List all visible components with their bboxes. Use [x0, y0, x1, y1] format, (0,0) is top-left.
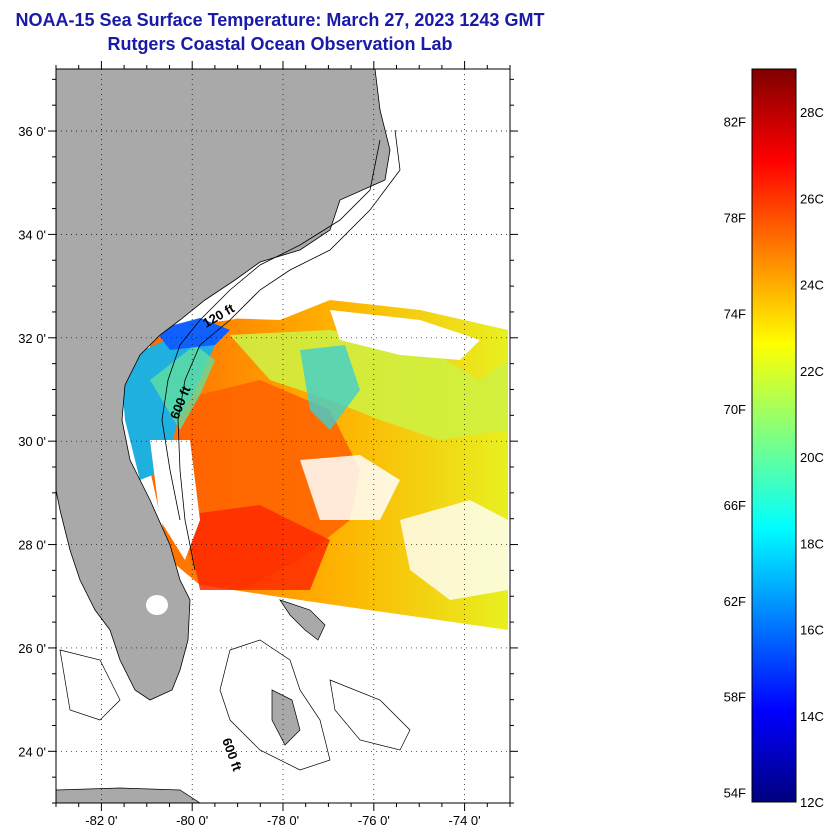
map-subtitle: Rutgers Coastal Ocean Observation Lab: [107, 34, 453, 54]
colorbar: [751, 68, 797, 803]
contour-600ft: [177, 129, 401, 571]
land-cuba: [56, 787, 201, 803]
land-bahamas-abaco: [279, 599, 326, 641]
lake-okeechobee: [146, 595, 168, 615]
map-gridlines: [56, 69, 510, 803]
colorbar-fahrenheit-label: 58F: [724, 690, 746, 705]
lon-tick-label: -78 0': [267, 813, 299, 828]
land-us-coast: [56, 69, 391, 701]
longitude-labels: -82 0' -80 0' -78 0' -76 0' -74 0': [85, 813, 480, 828]
gulf-stream-core: [185, 505, 330, 590]
colorbar-fahrenheit-label: 78F: [724, 211, 746, 226]
lat-tick-label: 30 0': [18, 434, 46, 449]
lon-tick-label: -76 0': [358, 813, 390, 828]
offshore-cool-eddy: [300, 345, 360, 430]
colorbar-fahrenheit-label: 70F: [724, 402, 746, 417]
map-title: NOAA-15 Sea Surface Temperature: March 2…: [15, 10, 545, 30]
cloud-offshore: [330, 310, 480, 360]
colorbar-celsius-label: 14C: [800, 709, 824, 724]
lon-tick-label: -74 0': [449, 813, 481, 828]
colorbar-celsius-label: 24C: [800, 278, 824, 293]
map-ticks: [48, 61, 518, 811]
shelf-green-water: [150, 345, 215, 430]
lat-tick-label: 24 0': [18, 744, 46, 759]
colorbar-celsius-label: 18C: [800, 536, 824, 551]
colorbar-celsius-label: 26C: [800, 191, 824, 206]
colorbar-fahrenheit-label: 54F: [724, 785, 746, 800]
contour-label-600-south: 600 ft: [219, 736, 245, 774]
lat-tick-label: 36 0': [18, 124, 46, 139]
colorbar-celsius-label: 16C: [800, 623, 824, 638]
lon-tick-label: -82 0': [85, 813, 117, 828]
contour-120ft: [161, 139, 381, 521]
colorbar-fahrenheit-label: 82F: [724, 115, 746, 130]
lat-tick-label: 28 0': [18, 538, 46, 553]
land-bahamas-andros: [271, 689, 301, 746]
lat-tick-label: 34 0': [18, 227, 46, 242]
colorbar-fahrenheit-label: 74F: [724, 306, 746, 321]
lat-tick-label: 26 0': [18, 641, 46, 656]
cloud-central: [300, 455, 400, 520]
colorbar-fahrenheit-labels: 82F 78F 74F 70F 66F 62F 58F 54F: [724, 115, 746, 801]
colorbar-celsius-labels: 28C 26C 24C 22C 20C 18C 16C 14C 12C: [800, 105, 824, 810]
contour-bahamas-east: [329, 679, 411, 751]
lon-tick-label: -80 0': [176, 813, 208, 828]
contour-bahamas: [219, 639, 331, 771]
colorbar-celsius-label: 28C: [800, 105, 824, 120]
land-gulf-coast: [56, 69, 75, 490]
colorbar-fahrenheit-label: 66F: [724, 498, 746, 513]
colorbar-celsius-label: 20C: [800, 450, 824, 465]
latitude-labels: 36 0' 34 0' 32 0' 30 0' 28 0' 26 0' 24 0': [18, 124, 46, 759]
cloud-florida-coast: [150, 440, 200, 560]
colorbar-celsius-label: 12C: [800, 795, 824, 810]
map-layers: [56, 69, 508, 803]
colorbar-celsius-label: 22C: [800, 364, 824, 379]
cloud-south: [400, 500, 508, 600]
lat-tick-label: 32 0': [18, 331, 46, 346]
colorbar-fahrenheit-label: 62F: [724, 594, 746, 609]
contour-florida-keys: [59, 649, 121, 721]
